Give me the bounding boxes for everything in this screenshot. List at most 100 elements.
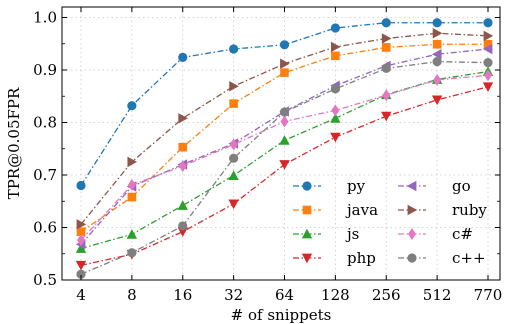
data-point-js bbox=[330, 113, 341, 123]
legend-marker bbox=[406, 180, 417, 192]
legend-label: js bbox=[345, 225, 359, 243]
data-point-c# bbox=[382, 89, 391, 102]
y-tick-label: 0.7 bbox=[33, 166, 57, 184]
data-point-java bbox=[127, 192, 137, 202]
data-point-ruby bbox=[483, 30, 494, 42]
data-point-c++ bbox=[229, 153, 239, 163]
y-tick-label: 0.6 bbox=[33, 219, 57, 237]
y-tick-label: 0.8 bbox=[33, 114, 57, 132]
data-point-c# bbox=[484, 69, 492, 82]
x-tick-label: 256 bbox=[372, 286, 401, 304]
legend-entry-c++: c++ bbox=[398, 249, 486, 267]
data-point-ruby bbox=[330, 41, 341, 53]
axis-ticks: 4 8 16 32 64 128 256 512 770 0.5 0.6 0.7 0.8 0.9 1.0 bbox=[33, 7, 502, 304]
data-point-c++ bbox=[432, 57, 442, 67]
series-java bbox=[76, 39, 493, 236]
y-tick-label: 1.0 bbox=[33, 9, 57, 27]
data-point-go bbox=[431, 49, 442, 60]
data-point-c++ bbox=[381, 63, 391, 74]
series-line-js bbox=[80, 70, 489, 250]
data-point-c++ bbox=[330, 84, 340, 94]
data-point-py bbox=[432, 18, 442, 28]
data-point-ruby bbox=[432, 28, 443, 39]
data-point-c# bbox=[229, 138, 238, 151]
data-point-c# bbox=[433, 73, 442, 86]
legend-label: php bbox=[347, 249, 376, 267]
legend-label: go bbox=[452, 177, 471, 195]
data-point-ruby bbox=[381, 33, 392, 44]
data-point-py bbox=[330, 23, 340, 33]
legend-entry-php: php bbox=[293, 249, 376, 267]
legend-label: c# bbox=[452, 225, 473, 243]
x-tick-label: 16 bbox=[173, 286, 192, 304]
x-tick-label: 4 bbox=[76, 286, 86, 304]
data-point-c++ bbox=[127, 248, 137, 258]
data-point-java bbox=[381, 43, 391, 52]
data-point-py bbox=[381, 18, 391, 28]
legend-marker bbox=[407, 204, 418, 216]
data-point-c# bbox=[127, 178, 136, 191]
data-point-js bbox=[177, 200, 188, 210]
legend: py java js php go ruby c# c++ bbox=[293, 177, 487, 267]
x-tick-label: 64 bbox=[275, 286, 294, 304]
x-tick-label: 770 bbox=[474, 286, 503, 304]
data-point-ruby bbox=[280, 58, 290, 69]
legend-entry-c#: c# bbox=[398, 225, 473, 243]
legend-marker bbox=[301, 228, 313, 239]
legend-label: c++ bbox=[452, 249, 486, 267]
legend-entry-js: js bbox=[293, 225, 359, 243]
data-point-c# bbox=[331, 104, 340, 117]
data-point-php bbox=[228, 199, 239, 210]
data-point-py bbox=[127, 101, 137, 111]
series-layer bbox=[75, 18, 494, 279]
data-point-py bbox=[229, 44, 239, 54]
legend-marker bbox=[301, 253, 313, 264]
series-js bbox=[75, 66, 494, 253]
data-point-py bbox=[76, 180, 86, 191]
data-point-java bbox=[483, 39, 493, 49]
legend-entry-go: go bbox=[398, 177, 471, 195]
legend-label: py bbox=[347, 177, 366, 195]
data-point-c++ bbox=[76, 269, 86, 279]
data-point-ruby bbox=[229, 81, 239, 92]
x-tick-label: 512 bbox=[423, 286, 452, 304]
data-point-py bbox=[279, 40, 290, 50]
data-point-go bbox=[482, 43, 493, 55]
data-point-php bbox=[279, 160, 290, 170]
x-axis-title: # of snippets bbox=[231, 306, 332, 324]
data-point-java bbox=[178, 142, 188, 152]
data-point-ruby bbox=[127, 156, 138, 168]
data-point-java bbox=[229, 99, 238, 108]
data-point-php bbox=[431, 95, 443, 106]
data-point-c# bbox=[280, 115, 289, 128]
legend-marker bbox=[302, 181, 312, 191]
series-ruby bbox=[76, 28, 494, 230]
legend-marker bbox=[408, 228, 416, 240]
data-point-php bbox=[381, 111, 392, 122]
data-point-c++ bbox=[279, 107, 290, 117]
data-point-ruby bbox=[76, 219, 87, 230]
series-c++ bbox=[76, 57, 493, 279]
y-tick-label: 0.9 bbox=[33, 61, 57, 79]
legend-marker bbox=[302, 205, 312, 215]
data-point-py bbox=[483, 18, 493, 28]
series-c# bbox=[77, 69, 492, 247]
legend-entry-java: java bbox=[293, 201, 378, 219]
data-point-c++ bbox=[178, 221, 188, 231]
data-point-php bbox=[75, 260, 87, 271]
legend-entry-py: py bbox=[293, 177, 366, 195]
data-point-js bbox=[279, 135, 290, 145]
legend-marker bbox=[407, 253, 417, 263]
data-point-php bbox=[330, 132, 341, 143]
legend-label: java bbox=[345, 201, 378, 219]
data-point-c# bbox=[77, 234, 85, 247]
y-tick-label: 0.5 bbox=[33, 271, 57, 289]
data-point-js bbox=[75, 243, 87, 253]
data-point-php bbox=[482, 82, 494, 92]
plot-area-frame bbox=[61, 6, 501, 281]
data-point-c# bbox=[178, 160, 187, 173]
data-point-c++ bbox=[483, 58, 493, 68]
data-point-py bbox=[178, 52, 188, 63]
legend-entry-ruby: ruby bbox=[398, 201, 487, 219]
y-axis-title: TPR@0.05FPR bbox=[5, 87, 23, 199]
